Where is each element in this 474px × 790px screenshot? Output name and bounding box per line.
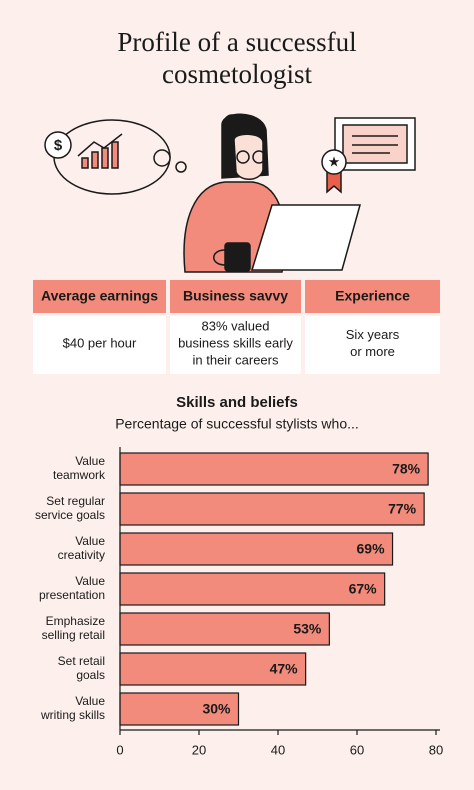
category-label: Value [75,534,105,548]
category-label: Set regular [46,494,105,508]
value-label: 30% [202,701,231,717]
value-label: 77% [388,501,417,517]
cell-text: or more [350,344,395,359]
header-text: Business savvy [183,288,288,304]
cell-text: in their careers [193,352,279,367]
title-line: cosmetologist [162,59,312,89]
x-tick-label: 40 [271,742,285,757]
header-cell [33,280,166,313]
header-cell [305,280,440,313]
bar [119,572,386,606]
x-tick-label: 0 [116,742,123,757]
category-label: presentation [39,588,105,602]
category-label: Value [75,694,105,708]
body-cell [170,316,301,374]
category-label: Emphasize [46,614,106,628]
chart-title: Skills and beliefs [176,394,298,411]
cell-text: 83% valued [202,318,270,333]
cell-text: Six years [346,327,400,342]
bar [119,452,429,486]
body-cell [33,316,166,374]
x-tick-label: 60 [350,742,364,757]
category-label: Value [75,574,105,588]
x-tick-label: 80 [429,742,443,757]
body-cell [305,316,440,374]
category-label: selling retail [42,628,105,642]
title-line: Profile of a successful [117,27,356,57]
category-label: teamwork [53,468,106,482]
header-text: Average earnings [41,288,158,304]
svg-text:★: ★ [328,154,341,170]
bar [119,692,240,726]
category-label: creativity [58,548,105,562]
bar [119,532,394,566]
value-label: 69% [357,541,386,557]
cell-text: $40 per hour [63,335,137,350]
header-text: Experience [335,288,410,304]
value-label: 78% [392,461,421,477]
category-label: Set retail [58,654,105,668]
bar [119,652,307,686]
category-label: Value [75,454,105,468]
svg-text:$: $ [54,137,63,154]
header-cell [170,280,301,313]
category-label: service goals [35,508,105,522]
value-label: 47% [270,661,299,677]
bar [119,612,330,646]
chart-subtitle: Percentage of successful stylists who... [115,416,359,432]
value-label: 67% [349,581,378,597]
x-tick-label: 20 [192,742,206,757]
table: Average earnings Business savvy Experience… [33,280,440,374]
category-label: goals [76,668,105,682]
category-label: writing skills [40,708,105,722]
bar [119,492,425,526]
illustration: $ ★ [44,113,416,273]
value-label: 53% [293,621,322,637]
cell-text: business skills early [178,335,293,350]
